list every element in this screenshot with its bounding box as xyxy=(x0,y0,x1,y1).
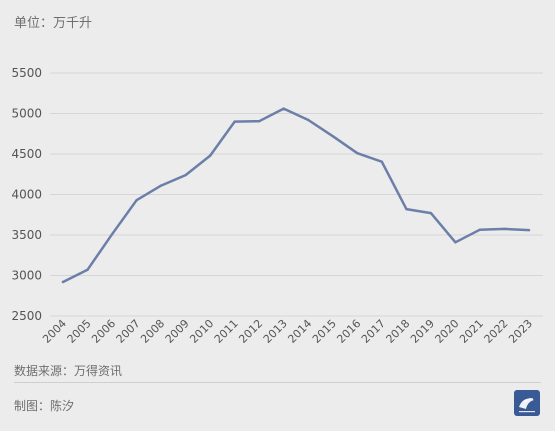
x-tick-label: 2009 xyxy=(163,317,192,346)
data-point xyxy=(258,119,261,123)
x-tick-label: 2022 xyxy=(482,317,511,346)
data-point xyxy=(233,120,236,123)
data-point xyxy=(307,118,310,122)
y-tick-label: 2500 xyxy=(11,309,42,323)
x-tick-label: 2016 xyxy=(334,317,363,346)
data-point xyxy=(86,268,89,272)
x-tick-label: 2007 xyxy=(114,317,143,346)
x-tick-label: 2006 xyxy=(89,317,118,346)
x-tick-label: 2014 xyxy=(285,317,314,346)
y-tick-label: 3500 xyxy=(11,228,42,242)
x-tick-label: 2005 xyxy=(65,317,94,346)
x-tick-label: 2020 xyxy=(433,317,462,346)
data-point xyxy=(380,160,384,163)
x-tick-label: 2008 xyxy=(138,317,167,346)
data-point xyxy=(405,207,408,211)
y-tick-label: 5000 xyxy=(11,107,42,121)
x-tick-label: 2013 xyxy=(261,317,290,346)
series-layer xyxy=(61,107,531,284)
data-point xyxy=(478,228,482,231)
x-tick-label: 2019 xyxy=(408,317,437,346)
data-source-note: 数据来源：万得资讯 xyxy=(14,364,123,378)
data-point xyxy=(110,232,114,236)
x-tick-label: 2012 xyxy=(236,317,265,346)
x-tick-label: 2023 xyxy=(506,317,535,346)
x-tick-label: 2017 xyxy=(359,317,388,346)
y-tick-label: 4000 xyxy=(11,188,42,202)
data-point xyxy=(61,280,65,284)
data-point xyxy=(135,198,138,202)
y-axis-ticks: 2500 3000 3500 4000 4500 5000 5500 xyxy=(11,66,42,323)
unit-label: 单位：万千升 xyxy=(14,16,93,31)
publisher-logo-icon xyxy=(514,390,540,416)
data-point xyxy=(527,228,531,232)
data-point xyxy=(208,154,212,157)
y-tick-label: 4500 xyxy=(11,147,42,161)
x-tick-label: 2004 xyxy=(40,317,69,346)
grid-lines xyxy=(50,72,543,317)
data-point xyxy=(454,241,457,244)
x-tick-label: 2010 xyxy=(187,317,216,346)
data-point xyxy=(184,173,187,177)
data-point xyxy=(159,184,163,187)
data-point xyxy=(429,211,433,215)
data-point xyxy=(503,227,506,231)
y-tick-label: 5500 xyxy=(11,66,42,80)
x-tick-label: 2021 xyxy=(457,317,486,346)
x-tick-label: 2011 xyxy=(212,317,241,346)
x-axis-ticks: 2004200520062007200820092010201120122013… xyxy=(40,317,535,346)
y-tick-label: 3000 xyxy=(11,269,42,283)
x-tick-label: 2015 xyxy=(310,317,339,346)
data-point xyxy=(331,134,334,138)
data-point xyxy=(282,107,285,110)
data-point xyxy=(356,151,359,155)
series-line xyxy=(61,107,531,284)
publisher-logo-icon xyxy=(519,398,535,413)
x-tick-label: 2018 xyxy=(383,317,412,346)
chart-author-note: 制图：陈汐 xyxy=(14,399,75,413)
footer-divider xyxy=(14,382,541,383)
